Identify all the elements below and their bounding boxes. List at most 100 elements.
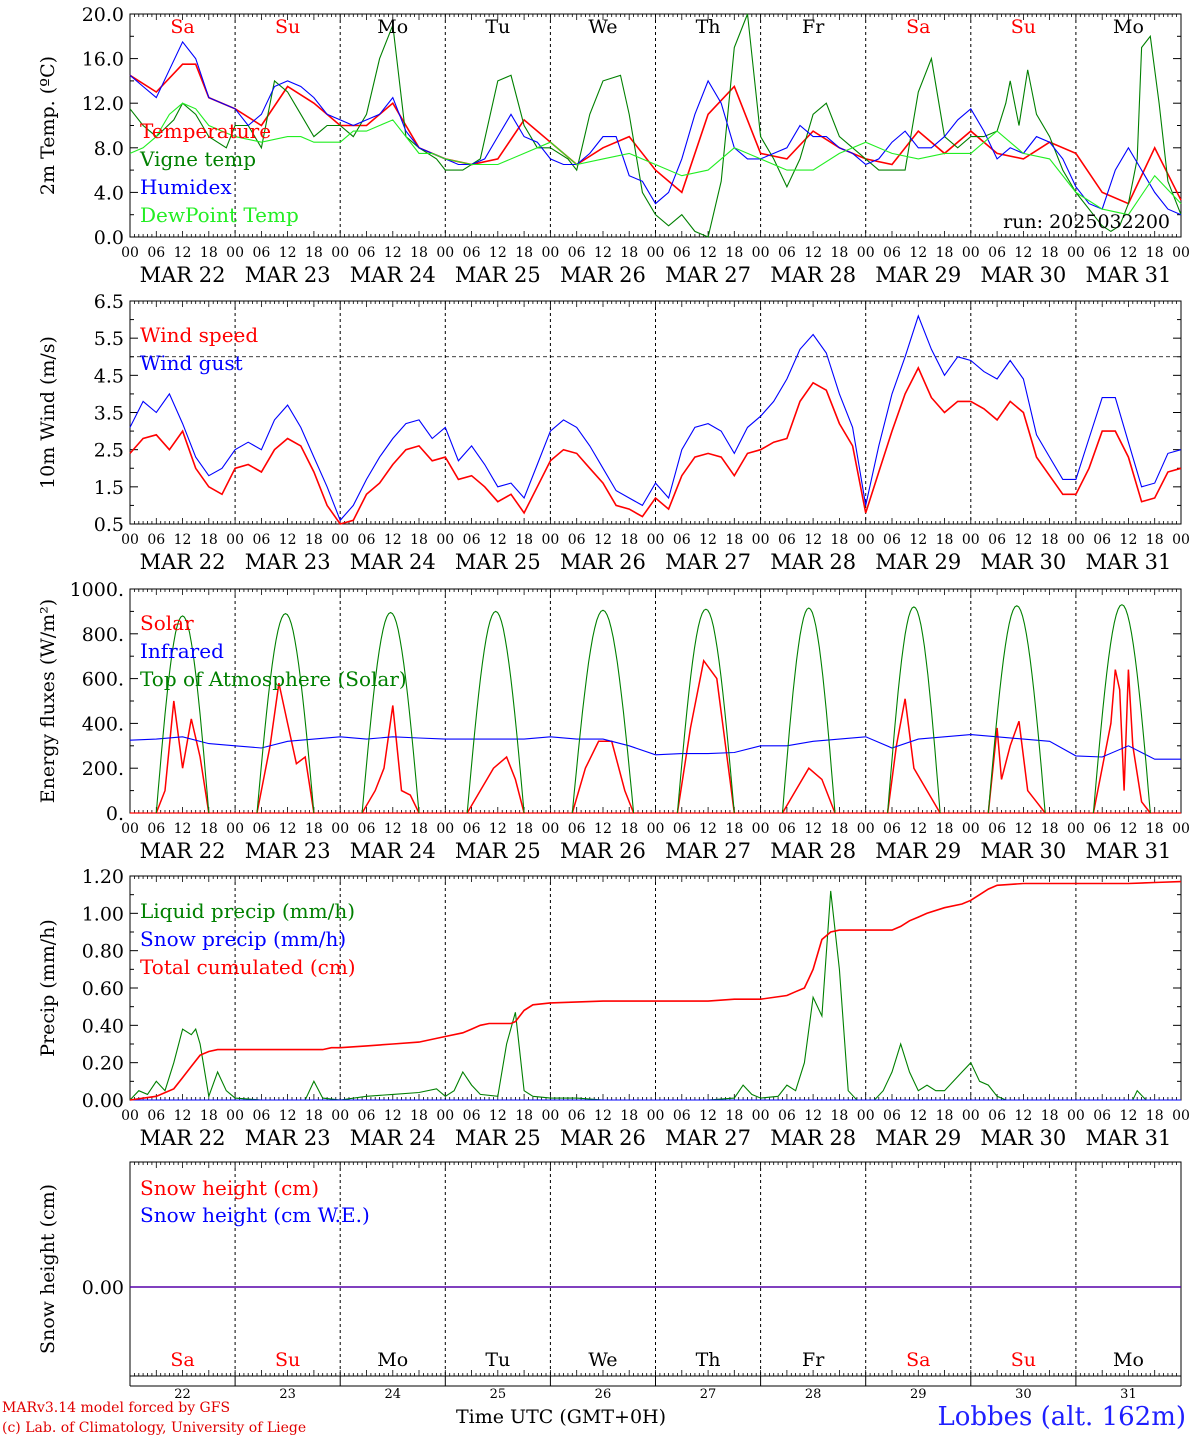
hour-tick-label: 12 xyxy=(384,1108,402,1124)
hour-tick-label: 00 xyxy=(331,821,349,837)
hour-tick-label: 18 xyxy=(410,821,428,837)
weekday-label: We xyxy=(588,16,617,38)
y-axis-title: 2m Temp. (ºC) xyxy=(37,56,59,195)
hour-tick-label: 06 xyxy=(988,532,1006,548)
date-label: MAR 30 xyxy=(980,550,1066,574)
y-tick-label: 6.5 xyxy=(94,291,124,313)
hour-tick-label: 18 xyxy=(831,245,849,261)
weekday-label: Sa xyxy=(906,1349,930,1371)
series-line xyxy=(129,40,1182,216)
hour-tick-label: 06 xyxy=(1093,245,1111,261)
hour-tick-label: 00 xyxy=(857,245,875,261)
hour-tick-label: 00 xyxy=(121,1108,139,1124)
hour-tick-label: 12 xyxy=(1120,245,1138,261)
hour-tick-label: 00 xyxy=(1067,532,1085,548)
hour-tick-label: 12 xyxy=(489,1108,507,1124)
series-line xyxy=(1092,669,1151,814)
weekday-label: Sa xyxy=(170,16,194,38)
date-label: MAR 25 xyxy=(455,550,541,574)
date-label: MAR 27 xyxy=(665,839,751,863)
hour-tick-label: 00 xyxy=(226,532,244,548)
date-label: MAR 28 xyxy=(770,1126,856,1150)
date-label: MAR 29 xyxy=(875,839,961,863)
hour-tick-label: 00 xyxy=(1067,821,1085,837)
date-label: MAR 27 xyxy=(665,1126,751,1150)
hour-tick-label: 18 xyxy=(936,1108,954,1124)
hour-tick-label: 12 xyxy=(804,532,822,548)
series-line xyxy=(466,610,525,814)
hour-tick-label: 18 xyxy=(1041,1108,1059,1124)
hour-tick-label: 18 xyxy=(725,1108,743,1124)
day-number: 29 xyxy=(910,1387,927,1402)
y-axis-title: Energy fluxes (W/m²) xyxy=(37,599,59,803)
legend-entry: Humidex xyxy=(140,175,232,199)
legend-entry: Snow precip (mm/h) xyxy=(140,927,346,951)
hour-tick-label: 06 xyxy=(1093,821,1111,837)
hour-tick-label: 00 xyxy=(752,532,770,548)
weekday-label: Fr xyxy=(802,16,825,38)
weekday-label: Tu xyxy=(485,16,510,38)
hour-tick-label: 12 xyxy=(699,532,717,548)
hour-tick-label: 06 xyxy=(463,245,481,261)
y-tick-label: 12.0 xyxy=(82,93,124,115)
hour-tick-label: 00 xyxy=(647,821,665,837)
date-label: MAR 25 xyxy=(455,1126,541,1150)
hour-tick-label: 00 xyxy=(1172,1108,1190,1124)
weekday-label: Mo xyxy=(377,1349,408,1371)
weekday-label: Mo xyxy=(1113,1349,1144,1371)
date-label: MAR 23 xyxy=(245,550,331,574)
date-label: MAR 24 xyxy=(350,839,436,863)
series-line xyxy=(129,63,1182,205)
x-minor-ticks xyxy=(129,14,1182,237)
date-label: MAR 22 xyxy=(140,263,226,287)
hour-tick-label: 18 xyxy=(620,1108,638,1124)
hour-tick-label: 06 xyxy=(673,532,691,548)
copyright: (c) Lab. of Climatology, University of L… xyxy=(2,1420,307,1436)
hour-tick-label: 06 xyxy=(883,821,901,837)
hour-tick-label: 12 xyxy=(594,1108,612,1124)
legend-entry: Snow height (cm) xyxy=(140,1176,319,1200)
hour-tick-label: 06 xyxy=(568,1108,586,1124)
series-line xyxy=(1092,604,1151,814)
series-line xyxy=(987,720,1046,814)
hour-tick-label: 00 xyxy=(121,532,139,548)
y-tick-label: 5.5 xyxy=(94,328,124,350)
y-tick-label: 0.40 xyxy=(82,1015,124,1037)
hour-tick-label: 12 xyxy=(489,245,507,261)
hour-tick-label: 06 xyxy=(358,532,376,548)
hour-tick-label: 12 xyxy=(384,245,402,261)
hour-tick-label: 12 xyxy=(174,1108,192,1124)
date-label: MAR 28 xyxy=(770,263,856,287)
weekday-label: Su xyxy=(275,1349,300,1371)
date-label: MAR 24 xyxy=(350,263,436,287)
hour-tick-label: 06 xyxy=(358,821,376,837)
hour-tick-label: 06 xyxy=(883,1108,901,1124)
hour-tick-label: 18 xyxy=(620,532,638,548)
hour-tick-label: 18 xyxy=(305,532,323,548)
hour-tick-label: 06 xyxy=(778,532,796,548)
series-line xyxy=(571,740,635,814)
hour-tick-label: 18 xyxy=(410,532,428,548)
legend-entry: Infrared xyxy=(140,639,224,663)
hour-tick-label: 12 xyxy=(174,821,192,837)
hour-tick-label: 00 xyxy=(436,532,454,548)
hour-tick-label: 18 xyxy=(620,821,638,837)
hour-tick-label: 06 xyxy=(1093,1108,1111,1124)
y-axis-title: 10m Wind (m/s) xyxy=(37,336,59,489)
hour-tick-label: 18 xyxy=(1041,245,1059,261)
day-number: 22 xyxy=(174,1387,191,1402)
hour-tick-label: 18 xyxy=(1146,1108,1164,1124)
hour-tick-label: 00 xyxy=(436,821,454,837)
hour-tick-label: 00 xyxy=(1172,532,1190,548)
hour-tick-label: 00 xyxy=(331,1108,349,1124)
hour-tick-label: 18 xyxy=(936,245,954,261)
hour-tick-label: 18 xyxy=(620,245,638,261)
date-label: MAR 27 xyxy=(665,550,751,574)
hour-tick-label: 12 xyxy=(1120,821,1138,837)
series-line xyxy=(361,705,420,814)
y-tick-label: 1.5 xyxy=(94,477,124,499)
series-line xyxy=(129,734,1181,760)
hour-tick-label: 06 xyxy=(147,821,165,837)
weekday-label: Su xyxy=(275,16,300,38)
y-tick-label: 800. xyxy=(82,624,124,646)
